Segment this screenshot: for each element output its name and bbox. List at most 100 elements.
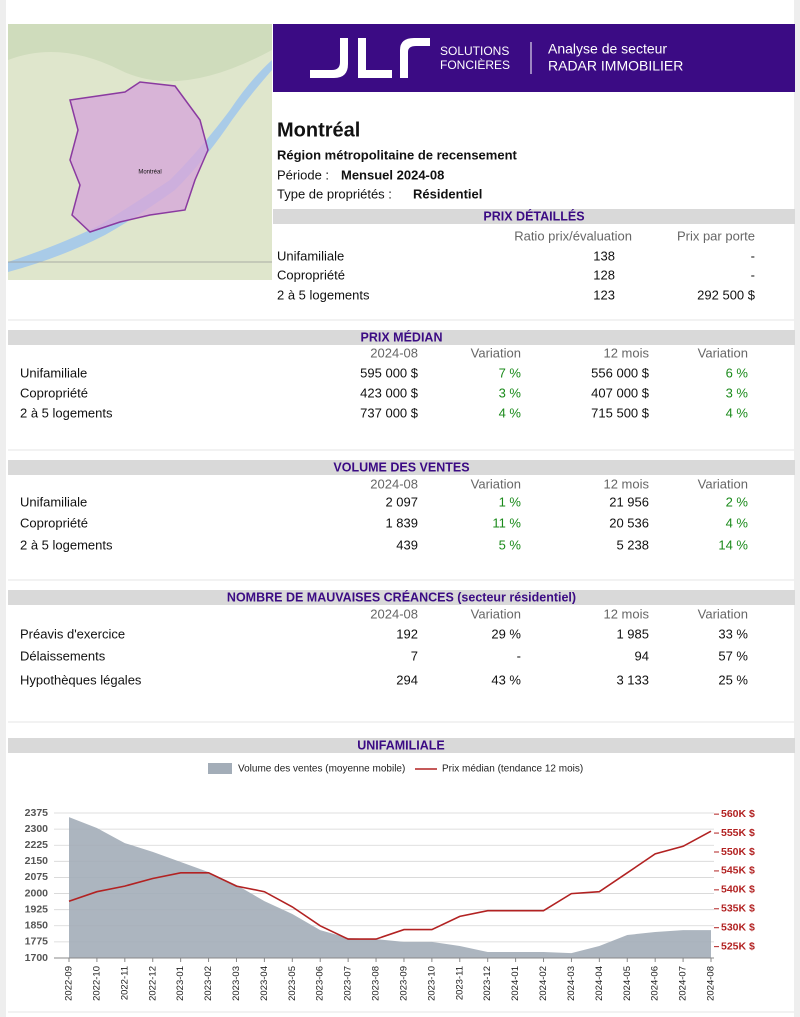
cell: 14 % bbox=[718, 537, 748, 552]
cell: 5 238 bbox=[616, 537, 649, 552]
city: Montréal bbox=[277, 119, 360, 141]
cell: 25 % bbox=[718, 672, 748, 687]
x-tick-label: 2024-07 bbox=[678, 966, 689, 1001]
section-title: PRIX DÉTAILLÉS bbox=[483, 208, 584, 223]
cell: 123 bbox=[593, 287, 615, 302]
cell: 556 000 $ bbox=[591, 365, 650, 380]
column-header: Variation bbox=[698, 345, 748, 360]
section-bar bbox=[8, 460, 795, 475]
cell: 4 % bbox=[726, 405, 749, 420]
cell: 292 500 $ bbox=[697, 287, 756, 302]
cell: 2 097 bbox=[385, 494, 418, 509]
logo-title: RADAR IMMOBILIER bbox=[548, 58, 683, 74]
column-header: 12 mois bbox=[603, 606, 649, 621]
cell: 128 bbox=[593, 267, 615, 282]
x-tick-label: 2022-09 bbox=[64, 966, 75, 1001]
row-label: Unifamiliale bbox=[20, 494, 87, 509]
section-bar bbox=[8, 590, 795, 605]
legend-label: Prix médian (tendance 12 mois) bbox=[442, 764, 583, 775]
y-tick-label: 1700 bbox=[25, 952, 49, 964]
cell: 4 % bbox=[726, 515, 749, 530]
column-header: 12 mois bbox=[603, 476, 649, 491]
x-tick-label: 2024-03 bbox=[566, 966, 577, 1001]
period: Mensuel 2024-08 bbox=[341, 167, 444, 182]
row-label: 2 à 5 logements bbox=[277, 287, 370, 302]
section-bar bbox=[8, 330, 795, 345]
y-tick-label: 2150 bbox=[25, 855, 49, 867]
column-header: Variation bbox=[471, 345, 521, 360]
cell: 7 % bbox=[499, 365, 522, 380]
region: Région métropolitaine de recensement bbox=[277, 147, 518, 162]
row-label: Délaissements bbox=[20, 648, 106, 663]
x-tick-label: 2024-02 bbox=[538, 966, 549, 1001]
cell: - bbox=[517, 648, 521, 663]
y2-tick-label: 530K $ bbox=[721, 921, 755, 933]
row-label: Copropriété bbox=[20, 515, 88, 530]
cell: 595 000 $ bbox=[360, 365, 419, 380]
y2-tick-label: 540K $ bbox=[721, 884, 755, 896]
cell: 192 bbox=[396, 626, 418, 641]
type-label: Type de propriétés : bbox=[277, 186, 392, 201]
x-tick-label: 2023-11 bbox=[454, 966, 465, 1000]
row-label: Copropriété bbox=[277, 267, 345, 282]
column-header: 2024-08 bbox=[370, 606, 418, 621]
chart-title: UNIFAMILIALE bbox=[357, 738, 445, 752]
row-label: 2 à 5 logements bbox=[20, 537, 113, 552]
x-tick-label: 2024-08 bbox=[706, 966, 717, 1001]
cell: 439 bbox=[396, 537, 418, 552]
column-header: Prix par porte bbox=[677, 228, 755, 243]
y2-tick-label: 545K $ bbox=[721, 865, 755, 877]
cell: 3 % bbox=[499, 385, 522, 400]
x-tick-label: 2023-07 bbox=[343, 966, 354, 1001]
y2-tick-label: 560K $ bbox=[721, 808, 755, 820]
type: Résidentiel bbox=[413, 186, 482, 201]
y-tick-label: 2225 bbox=[25, 839, 49, 851]
cell: 6 % bbox=[726, 365, 749, 380]
cell: 33 % bbox=[718, 626, 748, 641]
cell: 138 bbox=[593, 248, 615, 263]
cell: 407 000 $ bbox=[591, 385, 650, 400]
y2-tick-label: 550K $ bbox=[721, 846, 755, 858]
column-header: 2024-08 bbox=[370, 476, 418, 491]
cell: 94 bbox=[635, 648, 649, 663]
cell: 294 bbox=[396, 672, 418, 687]
period-label: Période : bbox=[277, 167, 329, 182]
y-tick-label: 1850 bbox=[25, 920, 49, 932]
legend-label: Volume des ventes (moyenne mobile) bbox=[238, 764, 405, 775]
page-border bbox=[794, 0, 800, 1017]
row-label: Copropriété bbox=[20, 385, 88, 400]
cell: 3 133 bbox=[616, 672, 649, 687]
logo-title: Analyse de secteur bbox=[548, 41, 667, 57]
map: Montréal bbox=[8, 24, 272, 280]
x-tick-label: 2024-05 bbox=[622, 966, 633, 1001]
logo-mark bbox=[310, 38, 430, 78]
y2-tick-label: 555K $ bbox=[721, 827, 755, 839]
cell: 423 000 $ bbox=[360, 385, 419, 400]
row-label: Préavis d'exercice bbox=[20, 626, 125, 641]
cell: 21 956 bbox=[609, 494, 649, 509]
x-tick-label: 2023-06 bbox=[315, 966, 326, 1001]
cell: 5 % bbox=[499, 537, 522, 552]
cell: 7 bbox=[411, 648, 418, 663]
map-label: Montréal bbox=[138, 170, 161, 176]
x-tick-label: 2024-04 bbox=[594, 966, 605, 1001]
logo-banner bbox=[273, 24, 795, 92]
x-tick-label: 2023-03 bbox=[231, 966, 242, 1001]
row-label: 2 à 5 logements bbox=[20, 405, 113, 420]
cell: 2 % bbox=[726, 494, 749, 509]
cell: 29 % bbox=[491, 626, 521, 641]
x-tick-label: 2022-10 bbox=[91, 966, 102, 1001]
y-tick-label: 1925 bbox=[25, 903, 49, 915]
column-header: Variation bbox=[698, 606, 748, 621]
column-header: 2024-08 bbox=[370, 345, 418, 360]
cell: - bbox=[751, 267, 755, 282]
logo-text: SOLUTIONS bbox=[440, 44, 509, 58]
section-bar bbox=[273, 209, 795, 224]
column-header: 12 mois bbox=[603, 345, 649, 360]
section-title: VOLUME DES VENTES bbox=[333, 460, 469, 474]
column-header: Ratio prix/évaluation bbox=[514, 228, 632, 243]
cell: 3 % bbox=[726, 385, 749, 400]
cell: 4 % bbox=[499, 405, 522, 420]
y-tick-label: 1775 bbox=[25, 936, 49, 948]
cell: - bbox=[751, 248, 755, 263]
